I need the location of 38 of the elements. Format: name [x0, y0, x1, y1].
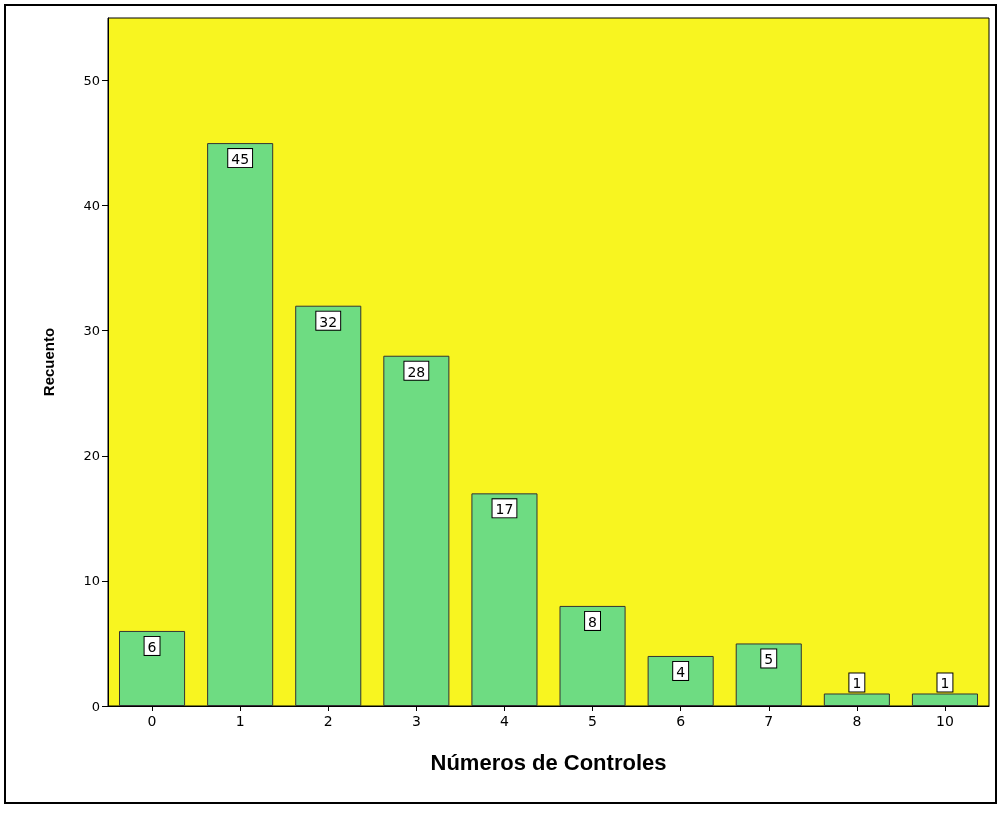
- x-tick-label: 8: [852, 713, 862, 729]
- x-tick-label: 6: [676, 713, 686, 729]
- data-label: 4: [676, 663, 686, 680]
- bar: [735, 643, 802, 706]
- data-label: 1: [940, 675, 950, 692]
- bar: [647, 655, 714, 706]
- data-label: 45: [231, 151, 250, 168]
- data-label: 5: [764, 651, 774, 668]
- y-tick-label: 10: [83, 573, 100, 589]
- y-tick-label: 40: [83, 198, 100, 214]
- data-label: 28: [407, 363, 426, 380]
- x-tick-label: 7: [764, 713, 774, 729]
- x-tick-label: 1: [235, 713, 245, 729]
- y-axis-title: Recuento: [40, 327, 57, 397]
- y-tick-label: 30: [83, 323, 100, 339]
- data-label: 1: [852, 675, 862, 692]
- bar: [207, 143, 274, 706]
- data-label: 8: [588, 613, 598, 630]
- bar: [383, 355, 450, 706]
- x-tick-label: 2: [323, 713, 333, 729]
- y-tick-label: 0: [91, 698, 100, 714]
- x-tick-label: 0: [147, 713, 157, 729]
- x-axis-title: Números de Controles: [430, 749, 667, 775]
- bar: [823, 693, 890, 706]
- data-label: 32: [319, 313, 338, 330]
- bar: [911, 693, 978, 706]
- data-label: 17: [495, 501, 514, 518]
- x-tick-label: 10: [936, 713, 954, 729]
- bar: [559, 605, 626, 706]
- x-tick-label: 5: [588, 713, 598, 729]
- bar: [295, 305, 362, 706]
- data-label: 6: [147, 638, 157, 655]
- y-tick-label: 20: [83, 448, 100, 464]
- bar: [471, 493, 538, 706]
- bar: [119, 630, 186, 706]
- x-tick-label: 4: [499, 713, 509, 729]
- x-tick-label: 3: [411, 713, 421, 729]
- y-tick-label: 50: [83, 73, 100, 89]
